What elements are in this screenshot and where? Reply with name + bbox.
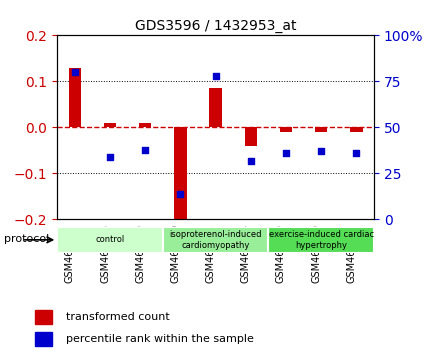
Point	[318, 149, 325, 154]
Bar	[245, 127, 257, 146]
Text: transformed count: transformed count	[66, 312, 169, 322]
Bar	[57, 227, 163, 253]
Point	[177, 191, 184, 196]
Point	[212, 73, 219, 79]
Bar	[174, 127, 187, 224]
Point	[71, 69, 78, 75]
Point	[353, 150, 360, 156]
Point	[282, 150, 290, 156]
Text: control: control	[95, 235, 125, 244]
Bar	[69, 68, 81, 127]
Point	[142, 147, 149, 152]
Bar	[163, 227, 268, 253]
Bar	[315, 127, 327, 132]
Point	[106, 154, 114, 160]
Text: percentile rank within the sample: percentile rank within the sample	[66, 334, 253, 344]
Text: isoproterenol-induced
cardiomyopathy: isoproterenol-induced cardiomyopathy	[169, 230, 262, 250]
Bar	[104, 123, 116, 127]
Bar	[280, 127, 292, 132]
Title: GDS3596 / 1432953_at: GDS3596 / 1432953_at	[135, 19, 297, 33]
Bar	[209, 88, 222, 127]
Text: exercise-induced cardiac
hypertrophy: exercise-induced cardiac hypertrophy	[269, 230, 374, 250]
Point	[247, 158, 254, 164]
Bar	[139, 123, 151, 127]
Bar	[350, 127, 363, 132]
Text: protocol: protocol	[4, 234, 50, 244]
Bar	[268, 227, 374, 253]
Bar	[35, 332, 52, 346]
Bar	[35, 310, 52, 324]
